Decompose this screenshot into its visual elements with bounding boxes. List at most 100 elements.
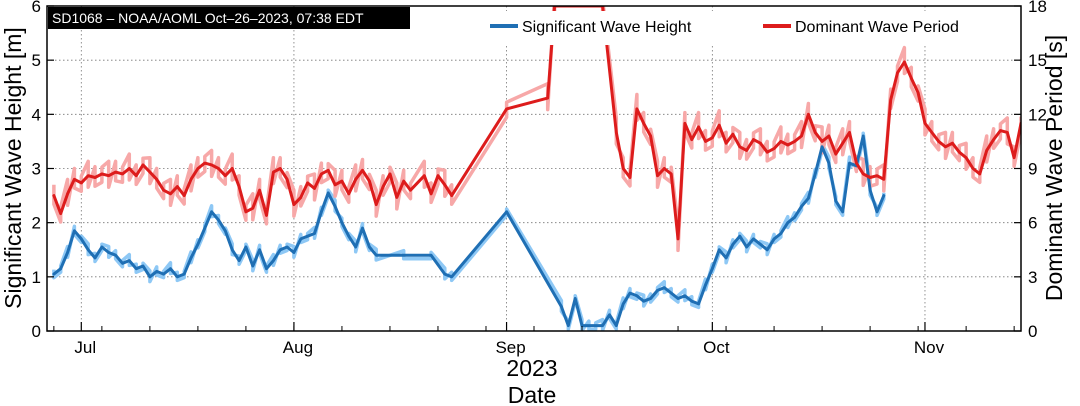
badge: SD1068 – NOAA/AOML Oct–26–2023, 07:38 ED… [48, 7, 410, 29]
data-point [375, 203, 378, 206]
data-point [629, 292, 631, 294]
data-point [1006, 131, 1009, 134]
data-point [992, 138, 995, 141]
y-axis-title: Significant Wave Height [m] [0, 27, 26, 309]
data-point [848, 162, 851, 164]
data-point [382, 185, 384, 188]
data-point [149, 171, 151, 173]
data-point [286, 178, 288, 181]
data-point [162, 189, 165, 191]
data-point [114, 171, 117, 173]
data-point [876, 174, 878, 177]
data-point [107, 251, 110, 254]
data-point [800, 205, 803, 208]
y-tick-label: 3 [32, 160, 41, 179]
data-point [204, 227, 206, 229]
data-point [903, 61, 906, 63]
data-point [711, 137, 714, 139]
data-point [793, 216, 796, 219]
data-point [423, 174, 426, 177]
data-point [135, 174, 137, 177]
data-point [718, 249, 720, 251]
data-point [176, 276, 179, 278]
data-point [642, 300, 645, 303]
data-point [766, 151, 768, 153]
data-point [169, 193, 172, 195]
data-point [361, 227, 364, 229]
data-point [869, 189, 871, 191]
y2-tick-label: 12 [1028, 105, 1047, 124]
data-point [313, 187, 316, 190]
data-point [910, 77, 913, 79]
data-point [889, 99, 892, 101]
data-point [622, 303, 624, 305]
data-point [80, 182, 83, 184]
data-point [59, 267, 62, 270]
data-point [828, 135, 830, 137]
data-point [691, 138, 693, 141]
data-point [622, 167, 624, 170]
data-point [306, 235, 309, 237]
y2-tick-label: 15 [1028, 51, 1047, 70]
data-point [238, 185, 240, 188]
data-point [663, 286, 666, 289]
data-point [149, 276, 151, 278]
x-axis-title: Date [508, 382, 557, 406]
y2-tick-label: 3 [1028, 268, 1037, 287]
x-tick-label: Jul [74, 338, 96, 357]
data-point [66, 193, 69, 195]
data-point [341, 221, 343, 224]
data-point [87, 174, 89, 177]
data-point [697, 126, 700, 128]
data-point [101, 173, 103, 175]
data-point [567, 324, 570, 327]
data-point [279, 249, 282, 251]
data-point [300, 238, 302, 240]
data-point [780, 140, 782, 143]
data-point [265, 214, 268, 217]
data-point [814, 131, 816, 134]
data-point [252, 265, 254, 267]
data-point [354, 178, 357, 181]
data-point [341, 180, 343, 182]
data-point [972, 167, 974, 170]
y2-tick-label: 18 [1028, 0, 1047, 16]
data-point [265, 267, 268, 270]
data-point [245, 211, 247, 213]
data-point [876, 211, 878, 213]
data-point [594, 324, 597, 327]
data-point [773, 147, 775, 150]
data-point [896, 72, 899, 74]
data-point [128, 167, 131, 170]
data-point [313, 232, 316, 235]
data-point [279, 167, 282, 170]
data-point [670, 292, 672, 294]
data-point [368, 180, 371, 182]
y-tick-label: 1 [32, 268, 41, 287]
x-tick-label: Oct [703, 338, 730, 357]
y2-tick-label: 9 [1028, 160, 1037, 179]
legend-label: Dominant Wave Period [795, 19, 959, 36]
data-point [238, 259, 240, 262]
data-point [258, 189, 261, 191]
data-point [162, 273, 165, 275]
data-point [183, 273, 185, 275]
data-point [752, 138, 755, 141]
data-point [725, 142, 727, 144]
data-point [862, 135, 864, 137]
data-point [841, 142, 844, 144]
data-point [53, 273, 55, 275]
data-point [793, 140, 796, 143]
data-point [883, 194, 885, 197]
data-point [574, 297, 576, 300]
data-point [327, 169, 330, 172]
data-point [636, 295, 638, 297]
data-point [101, 246, 103, 248]
x-tick-label: Sep [495, 338, 525, 357]
data-point [546, 97, 549, 99]
data-point [224, 230, 227, 232]
y-tick-label: 2 [32, 214, 41, 233]
data-point [354, 246, 357, 248]
